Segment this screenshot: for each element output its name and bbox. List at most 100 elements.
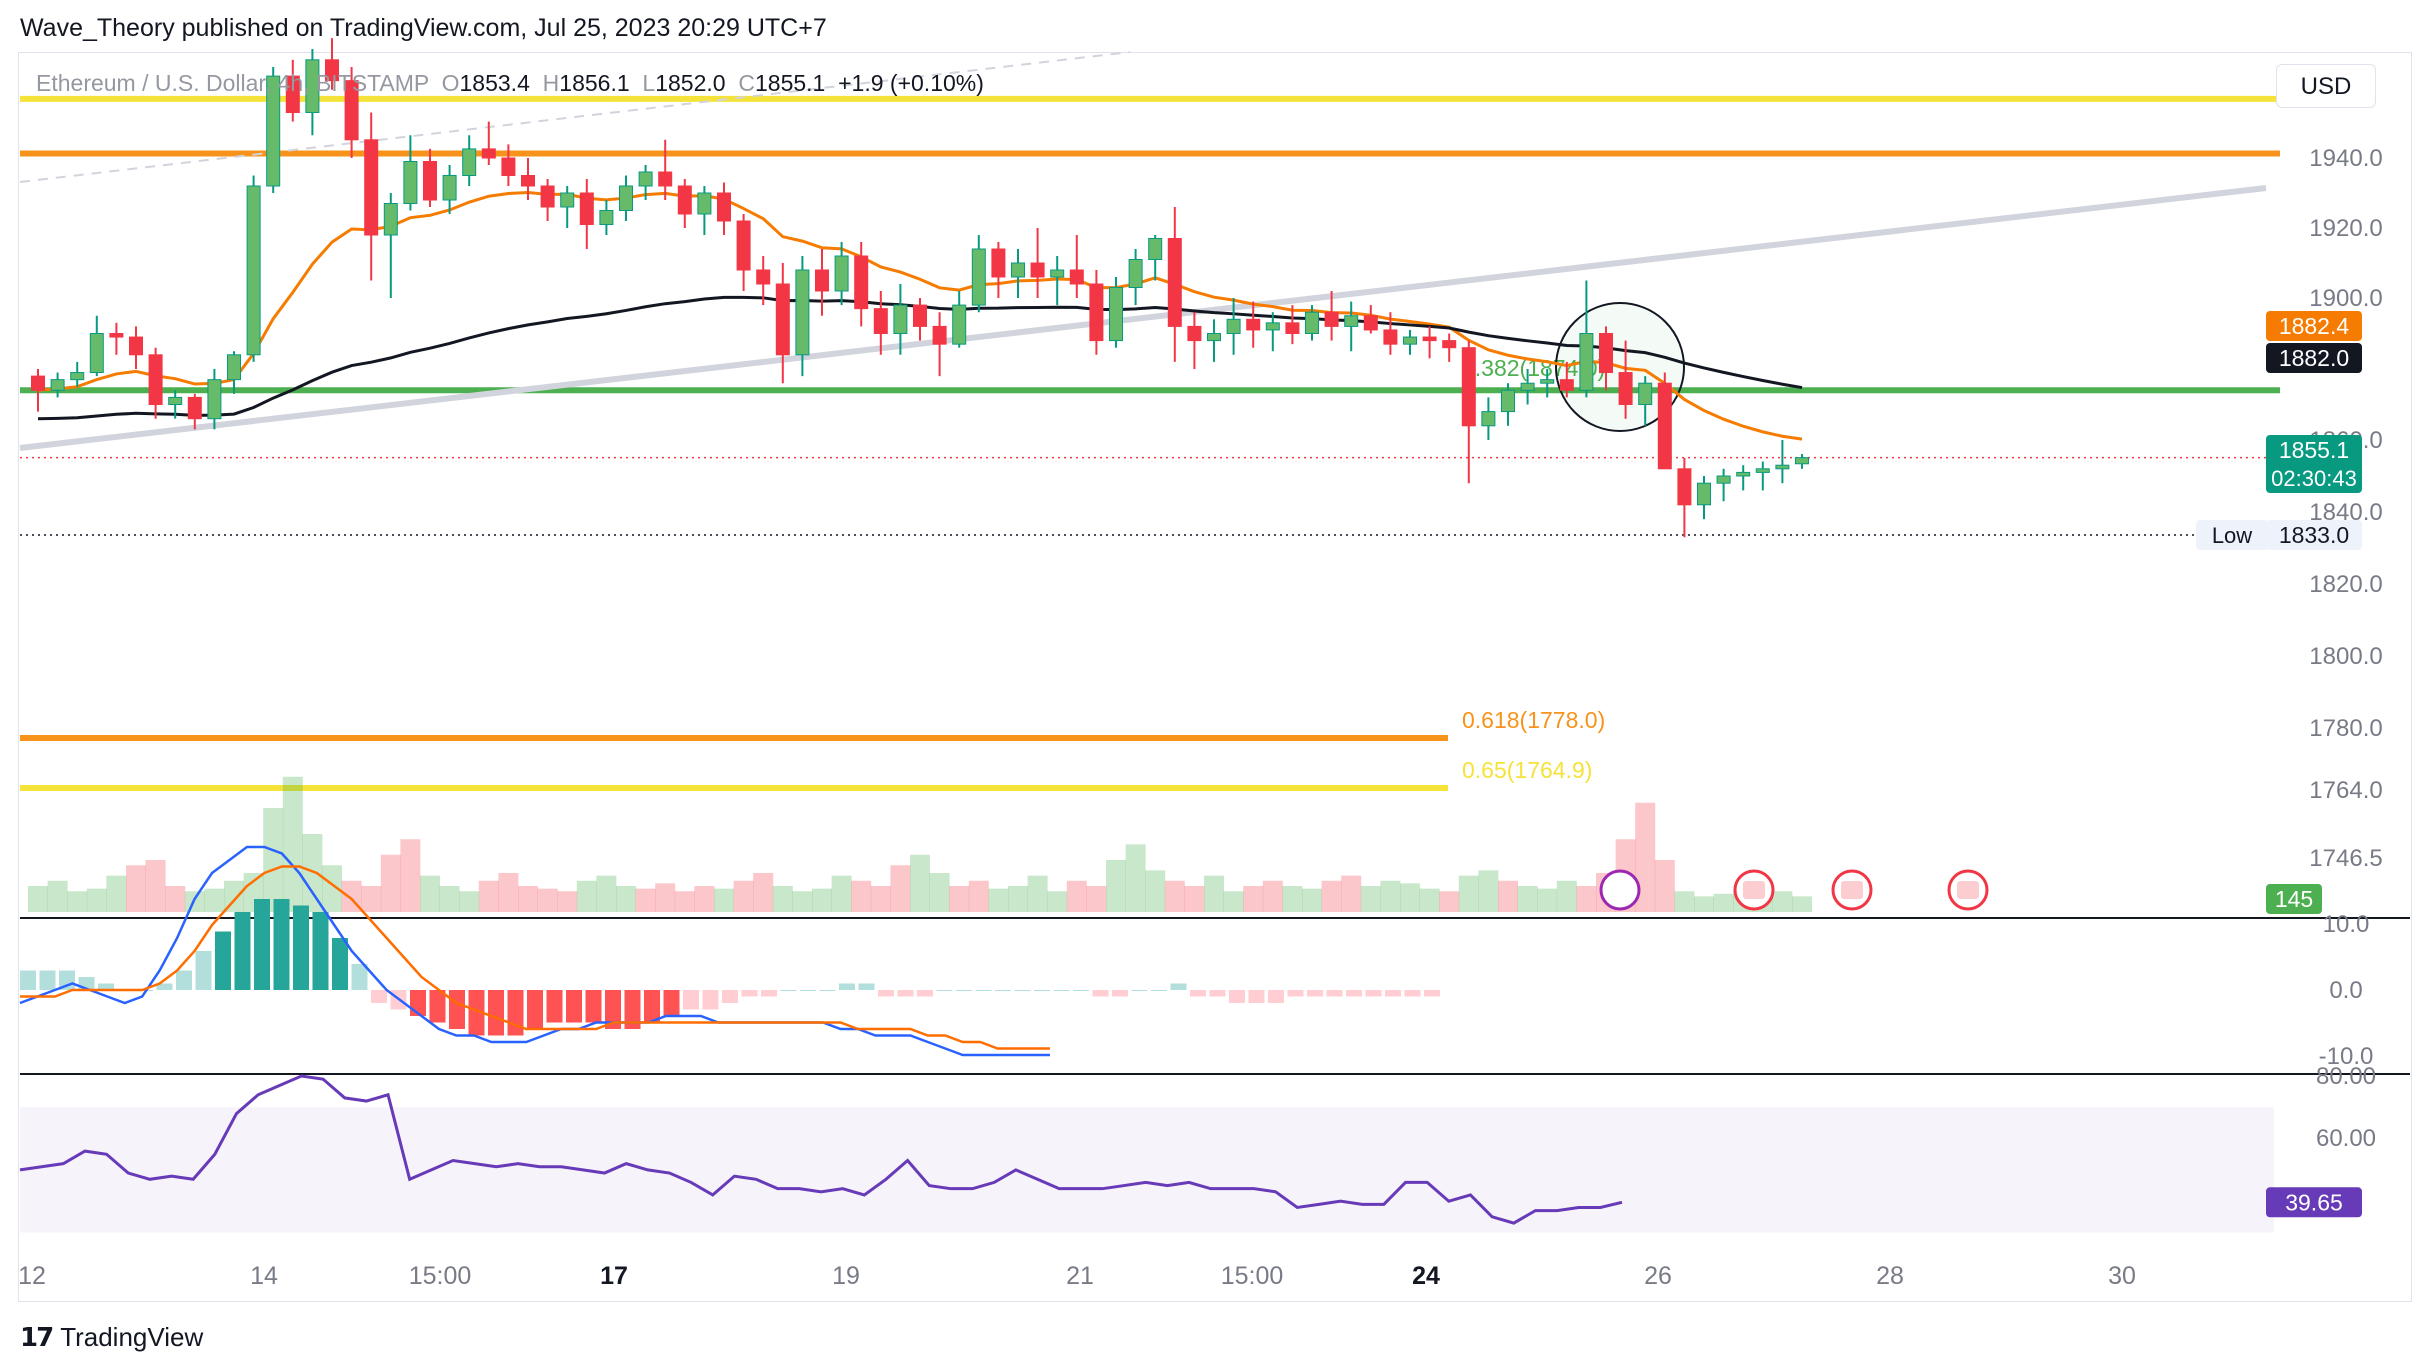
candle-body: [736, 220, 751, 271]
volume-bar: [1439, 891, 1460, 912]
macd-histogram-bar: [644, 990, 660, 1023]
candle-body: [1618, 372, 1633, 405]
macd-histogram-bar: [1229, 990, 1245, 1003]
candle-body: [1403, 336, 1417, 345]
price-tick-label: 1780.0: [2309, 715, 2382, 742]
candle-body: [1775, 464, 1790, 470]
macd-histogram-bar: [546, 990, 563, 1023]
volume-bar: [1321, 880, 1342, 912]
volume-bar: [1380, 880, 1401, 912]
rsi-badge-value: 39.65: [2285, 1189, 2343, 1215]
currency-button[interactable]: USD: [2276, 64, 2376, 108]
chart-frame: [18, 52, 2412, 1302]
high-value: 1856.1: [559, 70, 630, 96]
lightning-event-icon: [1599, 869, 1641, 911]
candle-body: [854, 255, 869, 310]
macd-histogram-bar: [819, 990, 836, 991]
fib-levels: 0.382(1874.0)0.618(1778.0)0.65(1764.9): [20, 302, 1685, 791]
volume-bar: [145, 860, 166, 912]
ema-orange-line: [37, 190, 1803, 441]
footer-brand[interactable]: 𝟭𝟳 TradingView: [20, 1322, 203, 1353]
fib-label-1: 0.618(1778.0): [1462, 707, 1605, 733]
price-tick-label: 1940.0: [2309, 145, 2382, 172]
volume-bar: [988, 888, 1009, 912]
candle-body: [756, 269, 771, 285]
macd-histogram-bar: [195, 951, 212, 990]
candle-body: [677, 185, 692, 215]
fib-label-2: 0.65(1764.9): [1462, 757, 1592, 783]
candle-body: [501, 157, 516, 176]
volume-bar: [812, 888, 832, 912]
volume-bar: [851, 880, 872, 912]
volume-bar: [361, 886, 382, 912]
macd-histogram-bar: [1014, 990, 1031, 991]
volume-bar: [1047, 891, 1068, 912]
candle-body: [1187, 325, 1202, 342]
volume-bar: [674, 891, 695, 912]
macd-histogram-bar: [468, 990, 485, 1036]
volume-bar: [968, 880, 989, 912]
macd-histogram-bar: [995, 990, 1011, 991]
macd-histogram-bar: [1112, 990, 1128, 997]
macd-histogram-bar: [371, 990, 387, 1003]
symbol-name[interactable]: Ethereum / U.S. Dollar, 4h, BITSTAMP: [36, 70, 429, 96]
candle-body: [1363, 315, 1378, 331]
candle-body: [1324, 311, 1339, 327]
horizontal-levels: [19, 51, 2280, 536]
candle-body: [148, 354, 163, 405]
candle-body: [795, 269, 810, 356]
time-tick-label: 21: [1066, 1262, 1094, 1290]
volume-bar: [870, 886, 891, 912]
candle-body: [1697, 482, 1711, 506]
volume-bar: [184, 891, 205, 912]
macd-histogram-bar: [488, 990, 504, 1036]
candle-body: [991, 248, 1006, 278]
time-tick-label: 17: [600, 1262, 628, 1290]
symbol-legend[interactable]: Ethereum / U.S. Dollar, 4h, BITSTAMP O18…: [36, 70, 984, 97]
candle-body: [540, 185, 555, 208]
macd-histogram-bar: [566, 990, 582, 1023]
candle-body: [1089, 283, 1104, 342]
volume-bar: [478, 880, 499, 912]
rsi-tick-label: 80.00: [2316, 1063, 2376, 1090]
volume-bar: [1302, 888, 1322, 912]
candle-body: [1461, 347, 1476, 427]
volume-bar: [557, 891, 578, 912]
macd-line: [19, 845, 1050, 1057]
volume-bar: [380, 854, 401, 912]
volume-bar: [1106, 860, 1126, 912]
candle-body: [1030, 262, 1045, 278]
macd-histogram-bar: [1151, 990, 1167, 991]
candle-body: [893, 304, 908, 335]
candle-body: [1716, 475, 1731, 484]
macd-histogram-bar: [585, 990, 602, 1023]
macd-histogram-bar: [98, 983, 114, 990]
candles: [31, 38, 1809, 538]
macd-histogram-bar: [507, 990, 524, 1036]
us-flag-event-icon: [1831, 869, 1873, 911]
low-label-bg: [2196, 520, 2268, 550]
macd-histogram-bar: [1346, 990, 1362, 997]
volume-badge-value: 145: [2275, 886, 2313, 912]
macd-histogram-bar: [722, 990, 738, 1003]
candle-body: [775, 283, 790, 356]
candle-body: [1109, 287, 1123, 342]
candle-body: [227, 354, 241, 381]
candle-body: [579, 192, 594, 225]
price-tick-label: 1900.0: [2309, 285, 2382, 312]
candle-body: [1501, 389, 1515, 413]
candle-body: [246, 185, 261, 356]
low-label: Low: [2212, 523, 2252, 548]
volume-bar: [47, 880, 68, 912]
macd-histogram-bar: [234, 912, 251, 990]
volume-bar: [1458, 875, 1479, 912]
candle-body: [1657, 382, 1672, 470]
macd-histogram-bar: [975, 990, 992, 991]
candle-body: [266, 75, 281, 187]
candle-body: [971, 248, 986, 306]
volume-bar: [1576, 886, 1597, 912]
volume-bar: [694, 886, 715, 912]
event-icons: [1599, 869, 1989, 911]
volume-bar: [929, 873, 950, 912]
